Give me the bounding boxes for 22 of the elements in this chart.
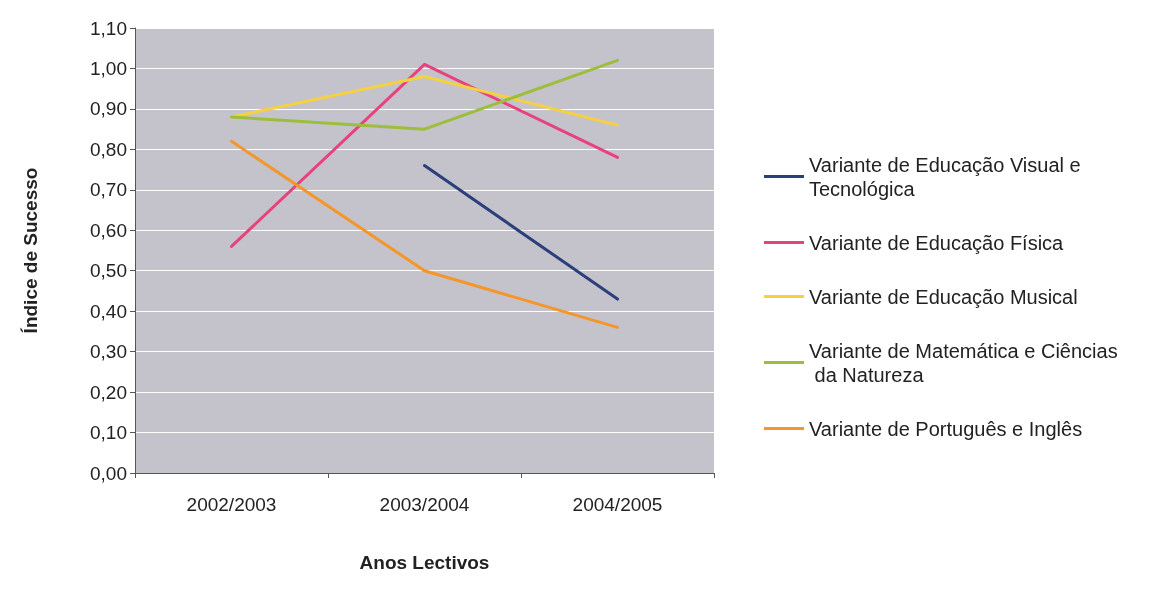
- y-axis-title: Índice de Sucesso: [20, 167, 41, 334]
- y-tick-label: 0,40: [90, 300, 127, 322]
- y-tick-label: 0,70: [90, 179, 127, 201]
- y-tick-label: 0,30: [90, 341, 127, 363]
- y-tick-label: 0,10: [90, 422, 127, 444]
- legend-label: Variante de Matemática e Ciências da Natureza: [809, 339, 1118, 386]
- y-tick-label: 0,50: [90, 260, 127, 282]
- y-tick-label: 0,00: [90, 462, 127, 484]
- y-tick-label: 0,20: [90, 381, 127, 403]
- y-tick-label: 1,10: [90, 17, 127, 39]
- legend-label: Variante de Educação Visual e Tecnológica: [809, 153, 1087, 200]
- x-tick-label: 2003/2004: [379, 494, 470, 515]
- legend-label: Variante de Educação Musical: [809, 285, 1078, 308]
- y-tick-label: 0,80: [90, 138, 127, 160]
- y-tick-label: 0,60: [90, 219, 127, 241]
- legend-label: Variante de Português e Inglês: [809, 417, 1083, 440]
- x-axis-title: Anos Lectivos: [359, 552, 490, 573]
- y-tick-label: 0,90: [90, 98, 127, 120]
- y-tick-label: 1,00: [90, 57, 127, 79]
- legend-label: Variante de Educação Física: [809, 231, 1065, 254]
- x-tick-label: 2002/2003: [186, 494, 277, 515]
- x-tick-label: 2004/2005: [572, 494, 663, 515]
